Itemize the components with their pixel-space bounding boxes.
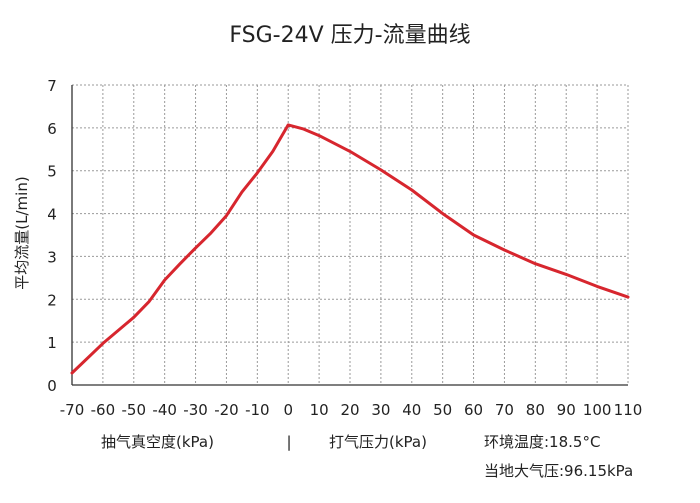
x-tick-label: 60 [464,401,483,419]
x-tick-label: 50 [433,401,452,419]
y-tick-label: 7 [47,77,57,95]
x-tick-labels: -70 -60 -50 -40 -30 -20 -10 0 10 20 30 40 50 60 70 80 90… [60,401,643,419]
x-tick-label: 110 [614,401,643,419]
x-tick-label: -60 [91,401,116,419]
y-tick-label: 5 [47,163,57,181]
x-tick-label: 20 [340,401,359,419]
axes [71,85,628,386]
x-tick-label: 70 [495,401,514,419]
x-tick-label: -70 [60,401,85,419]
x-tick-label: 100 [583,401,612,419]
x-tick-label: 90 [557,401,576,419]
y-tick-label: 2 [47,291,57,309]
x-tick-label: -20 [214,401,239,419]
y-axis-label: 平均流量(L/min) [13,176,31,289]
flow-curve-line [70,123,630,375]
chart-title: FSG-24V 压力-流量曲线 [229,23,470,48]
y-tick-label: 6 [47,120,57,138]
atmospheric-pressure: 当地大气压:96.15kPa [484,462,633,480]
y-tick-label: 3 [47,248,57,266]
x-tick-label: -40 [152,401,177,419]
x-tick-label: 10 [310,401,329,419]
x-tick-label: 80 [526,401,545,419]
ambient-temperature: 环境温度:18.5°C [484,433,600,451]
y-tick-label: 1 [47,334,57,352]
y-tick-label: 0 [47,377,57,395]
pressure-axis-caption: 打气压力(kPa) [329,433,427,451]
y-tick-labels: 0 1 2 3 4 5 6 7 [47,77,57,395]
grid [72,84,629,385]
series-layer [70,123,630,375]
x-tick-label: -10 [245,401,270,419]
x-tick-label: 30 [371,401,390,419]
x-tick-label: -30 [183,401,208,419]
x-tick-label: 0 [283,401,293,419]
y-tick-label: 4 [47,206,57,224]
axis-separator: | [286,433,291,451]
vacuum-axis-caption: 抽气真空度(kPa) [101,433,214,451]
x-tick-label: -50 [122,401,147,419]
x-tick-label: 40 [402,401,421,419]
